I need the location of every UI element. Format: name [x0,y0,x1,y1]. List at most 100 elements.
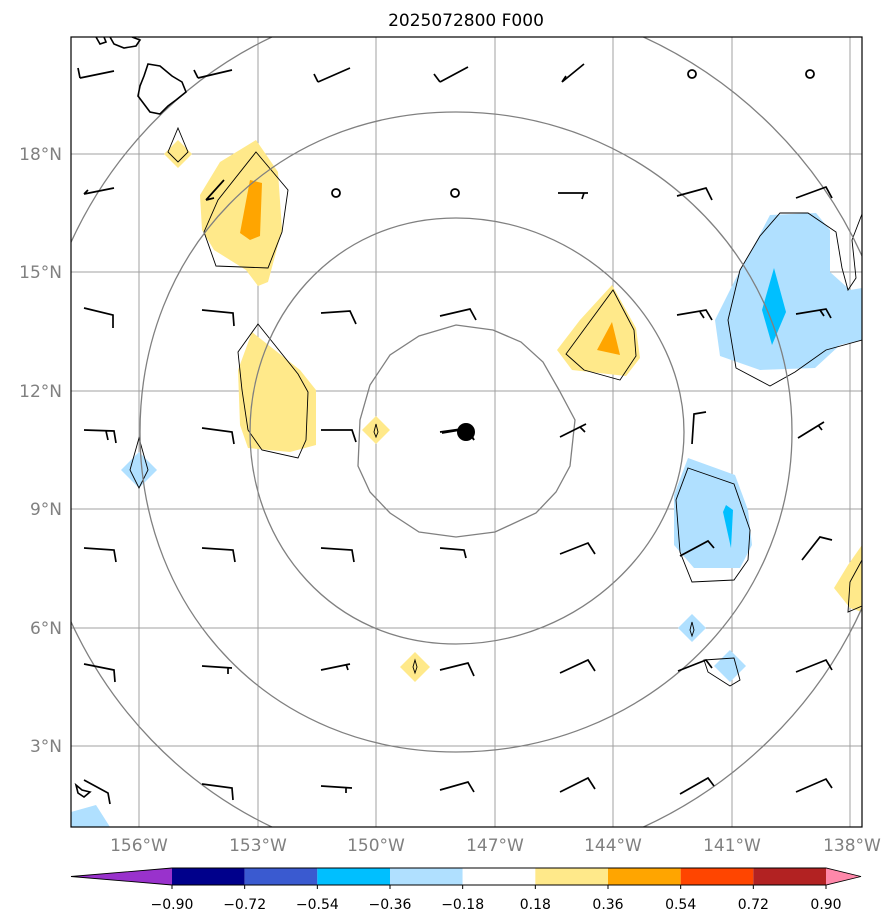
anomaly-contour [675,467,751,583]
colorbar: −0.90 −0.72 −0.54 −0.36 −0.18 0.18 0.36 0.54 0.7… [70,867,862,913]
wind-barb [201,427,235,445]
coastline-island [95,37,108,45]
lat-label: 12°N [19,382,62,402]
wind-barb [691,411,707,445]
colorbar-segment [317,868,390,885]
colorbar-tick-label: −0.90 [151,897,194,913]
wind-barb [679,539,715,557]
wind-barb [193,69,233,79]
wind-barb [679,776,715,795]
calm-wind-marker [331,188,341,198]
anomaly-contour [727,212,862,387]
anomaly-contour [237,323,309,459]
colorbar-tick-label: 0.72 [738,897,769,913]
lat-label: 3°N [30,737,62,757]
positive-anomaly-region [238,332,316,452]
wind-barb [83,429,117,444]
positive-anomaly-region [164,140,192,168]
range-ring [249,217,685,645]
wind-barb [320,547,355,563]
wind-barb [313,67,351,83]
wind-barb [201,547,236,563]
wind-barb [676,186,713,201]
colorbar-extend-low [71,868,172,885]
strong-positive-anomaly-region [240,180,262,240]
anomaly-contour [412,658,418,675]
negative-anomaly-region [678,614,706,642]
wind-barb [439,781,475,793]
wind-barb [439,547,467,559]
lat-label: 15°N [19,263,62,283]
calm-wind-marker [687,69,697,79]
lon-label: 156°W [110,836,168,856]
range-ring [139,111,793,753]
colorbar-extend-high [826,868,861,885]
colorbar-tick-label: −0.36 [369,897,412,913]
wind-barb [795,308,832,319]
range-rings [71,37,862,827]
wind-barb [433,66,469,83]
wind-barb [559,423,587,438]
negative-anomaly-region [674,458,752,568]
lon-label: 141°W [703,836,761,856]
wind-barb [83,307,114,328]
wind-barb [677,658,713,672]
wind-barb [801,536,833,561]
anomaly-contours [129,126,862,687]
map-title: 2025072800 F000 [388,11,544,31]
coastline-island [74,782,92,798]
calm-wind-marker [450,188,460,198]
storm-center-marker [457,423,475,441]
colorbar-tick-label: −0.54 [296,897,339,913]
colorbar-segment [680,868,754,885]
strong-negative-anomaly-region [723,505,733,548]
lon-label: 153°W [229,836,287,856]
lat-label: 6°N [30,619,62,639]
colorbar-tick-label: 0.90 [810,897,841,913]
wind-barb [83,779,111,805]
wind-barb [320,310,357,325]
colorbar-segment [535,868,608,885]
calm-wind-marker [805,69,815,79]
coastline-island [109,37,142,49]
wind-barb [439,662,475,677]
map-layers [71,37,862,827]
anomaly-contour [373,423,379,439]
positive-anomaly-region [362,416,390,444]
range-ring [357,324,576,538]
coastline-island [137,63,187,115]
lon-label: 138°W [823,836,881,856]
anomaly-contour [129,436,149,490]
wind-barb [201,783,234,801]
wind-barb [439,308,477,321]
wind-barb [559,658,596,674]
lon-label: 147°W [466,836,524,856]
lat-label: 9°N [30,500,62,520]
wind-barb [795,777,833,793]
colorbar-tick-label: 0.54 [665,897,696,913]
wind-barb [83,663,116,683]
wind-barb [321,429,357,443]
wind-barb [83,547,117,563]
wind-barb [561,63,585,83]
colorbar-tick-label: −0.18 [441,897,484,913]
wind-barbs [77,63,833,805]
positive-anomaly-region [400,652,430,682]
anomaly-contour [703,657,741,687]
negative-anomaly-region [71,805,110,827]
wind-barb [77,67,115,79]
plot-frame [70,36,863,828]
colorbar-tick-label: −0.72 [223,897,266,913]
anomaly-contour [565,289,637,381]
range-ring [71,37,862,827]
wind-barb [795,185,833,199]
wind-barb [558,192,588,200]
colorbar-segment [753,868,826,885]
colorbar-segment [462,868,536,885]
coastlines [74,37,187,798]
positive-anomaly-region [834,545,862,612]
strong-positive-anomaly-region [597,322,620,355]
wind-barb [797,421,825,439]
wind-barb [320,785,353,793]
